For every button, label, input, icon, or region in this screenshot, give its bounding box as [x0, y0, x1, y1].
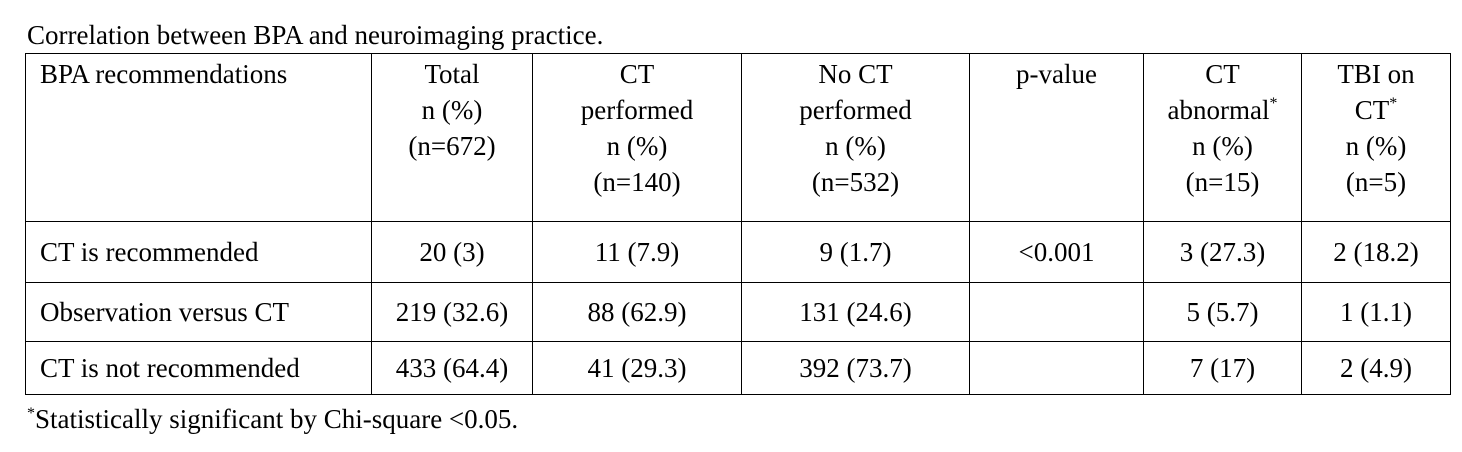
header-cell: p-value — [969, 53, 1144, 222]
header-line: n (%) — [606, 131, 668, 161]
footnote: *Statistically significant by Chi-square… — [27, 402, 518, 436]
table-cell: 41 (29.3) — [532, 341, 742, 395]
header-cell: No CT performed n (%) (n=532) — [741, 53, 970, 222]
header-line: n (%) — [1192, 131, 1253, 161]
header-line: performed — [580, 95, 694, 125]
table-cell — [969, 282, 1144, 342]
header-line: (n=15) — [1185, 167, 1260, 197]
header-cell: BPA recommendations — [25, 53, 372, 222]
table-row: CT is recommended 20 (3) 11 (7.9) 9 (1.7) <0… — [25, 221, 1451, 283]
table-cell: 392 (73.7) — [741, 341, 970, 395]
table-cell: 9 (1.7) — [741, 221, 970, 283]
header-text: CT — [1354, 95, 1390, 125]
header-line: (n=140) — [593, 167, 681, 197]
header-line: BPA recommendations — [40, 59, 288, 89]
header-line: performed — [799, 95, 912, 125]
header-line: (n=5) — [1345, 167, 1407, 197]
header-line: Total — [424, 59, 480, 89]
table-cell: CT is recommended — [25, 221, 372, 283]
table-cell: 433 (64.4) — [371, 341, 533, 395]
table-cell: 20 (3) — [371, 221, 533, 283]
header-line: CT — [619, 59, 655, 89]
header-cell: CT performed n (%) (n=140) — [532, 53, 742, 222]
table-row: CT is not recommended 433 (64.4) 41 (29.3)… — [25, 341, 1451, 395]
header-line: n (%) — [825, 131, 886, 161]
header-line: CT* — [1308, 92, 1444, 128]
footnote-mark: * — [27, 405, 35, 422]
header-line: n (%) — [1345, 131, 1407, 161]
footnote-mark: * — [1269, 95, 1278, 112]
table-cell: 2 (18.2) — [1301, 221, 1451, 283]
table: BPA recommendations Total n (%) (n=672) CT pe… — [25, 53, 1451, 395]
table-cell: 3 (27.3) — [1143, 221, 1302, 283]
header-text: abnormal — [1167, 95, 1270, 125]
header-line: (n=532) — [811, 167, 900, 197]
table-cell: 219 (32.6) — [371, 282, 533, 342]
table-cell: CT is not recommended — [25, 341, 372, 395]
header-row: BPA recommendations Total n (%) (n=672) CT pe… — [25, 53, 1451, 222]
table-cell: 131 (24.6) — [741, 282, 970, 342]
footnote-text: Statistically significant by Chi-square … — [35, 404, 519, 434]
table-cell: 7 (17) — [1143, 341, 1302, 395]
header-line: abnormal* — [1150, 92, 1295, 128]
table-cell: 1 (1.1) — [1301, 282, 1451, 342]
table-cell: 11 (7.9) — [532, 221, 742, 283]
table-title: Correlation between BPA and neuroimaging… — [27, 20, 604, 50]
table-cell: 5 (5.7) — [1143, 282, 1302, 342]
table-cell: 88 (62.9) — [532, 282, 742, 342]
header-line: (n=672) — [408, 131, 496, 161]
header-line: p-value — [1016, 59, 1097, 89]
header-line: CT — [1205, 59, 1240, 89]
header-cell: TBI on CT* n (%) (n=5) — [1301, 53, 1451, 222]
table-cell: 2 (4.9) — [1301, 341, 1451, 395]
table-cell — [969, 341, 1144, 395]
table-row: Observation versus CT 219 (32.6) 88 (62.9)… — [25, 282, 1451, 342]
header-line: No CT — [818, 59, 893, 89]
header-line: TBI on — [1337, 59, 1415, 89]
table-cell: <0.001 — [969, 221, 1144, 283]
header-cell: CT abnormal* n (%) (n=15) — [1143, 53, 1302, 222]
table-cell: Observation versus CT — [25, 282, 372, 342]
footnote-mark: * — [1389, 95, 1398, 112]
header-cell: Total n (%) (n=672) — [371, 53, 533, 222]
header-line: n (%) — [421, 95, 483, 125]
